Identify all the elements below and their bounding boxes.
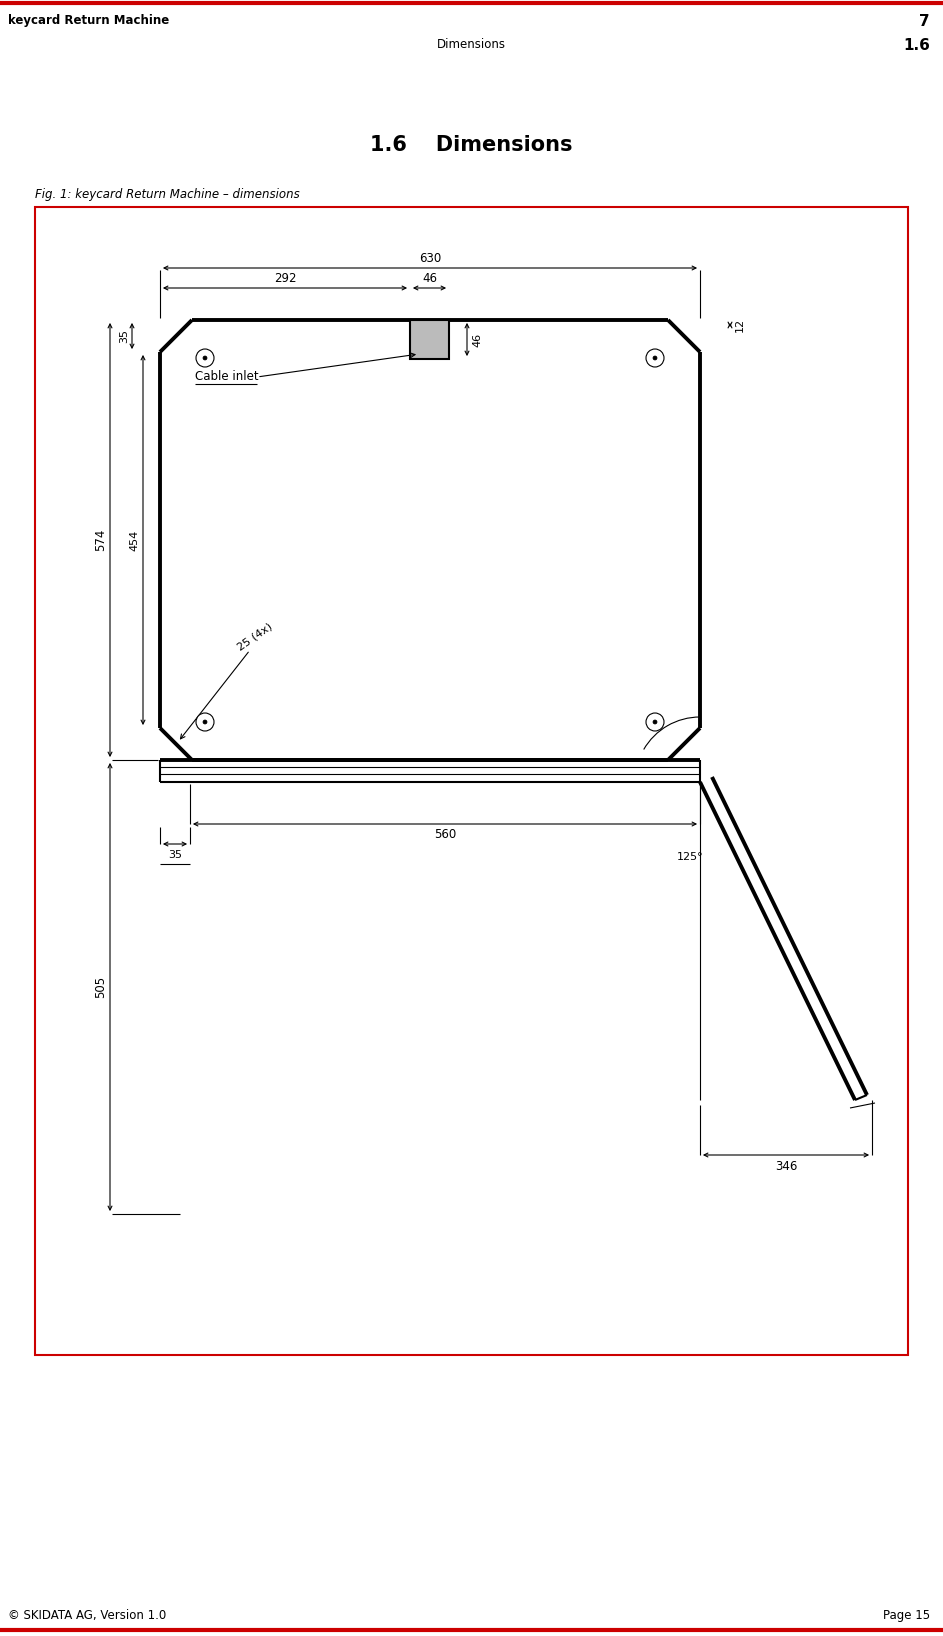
- Text: 125°: 125°: [677, 852, 703, 862]
- Circle shape: [196, 348, 214, 366]
- Text: Dimensions: Dimensions: [437, 38, 505, 51]
- Text: keycard Return Machine: keycard Return Machine: [8, 15, 169, 28]
- Text: 12: 12: [735, 317, 745, 332]
- Text: 346: 346: [775, 1160, 797, 1173]
- Text: 630: 630: [419, 252, 441, 265]
- Text: 1.6: 1.6: [903, 38, 930, 52]
- Text: Cable inlet: Cable inlet: [195, 370, 258, 383]
- Text: 35: 35: [168, 851, 182, 861]
- Circle shape: [646, 348, 664, 366]
- Text: 35: 35: [119, 329, 129, 344]
- Text: 7: 7: [919, 15, 930, 29]
- Text: 292: 292: [273, 273, 296, 286]
- Text: 25 (4x): 25 (4x): [236, 622, 274, 653]
- Text: 454: 454: [129, 530, 139, 551]
- Circle shape: [653, 357, 657, 360]
- Bar: [35, 208, 908, 1355]
- Circle shape: [196, 713, 214, 731]
- Text: 1.6    Dimensions: 1.6 Dimensions: [370, 136, 572, 155]
- Circle shape: [203, 357, 207, 360]
- Text: 505: 505: [94, 977, 108, 998]
- Circle shape: [203, 720, 207, 725]
- Text: Fig. 1: keycard Return Machine – dimensions: Fig. 1: keycard Return Machine – dimensi…: [35, 188, 300, 201]
- Text: Page 15: Page 15: [883, 1608, 930, 1621]
- Text: 560: 560: [434, 828, 456, 841]
- Circle shape: [653, 720, 657, 725]
- Circle shape: [646, 713, 664, 731]
- Bar: [410, 321, 449, 358]
- Text: © SKIDATA AG, Version 1.0: © SKIDATA AG, Version 1.0: [8, 1608, 166, 1621]
- Text: 46: 46: [472, 332, 482, 347]
- Text: 46: 46: [422, 273, 437, 286]
- Text: 574: 574: [94, 528, 108, 551]
